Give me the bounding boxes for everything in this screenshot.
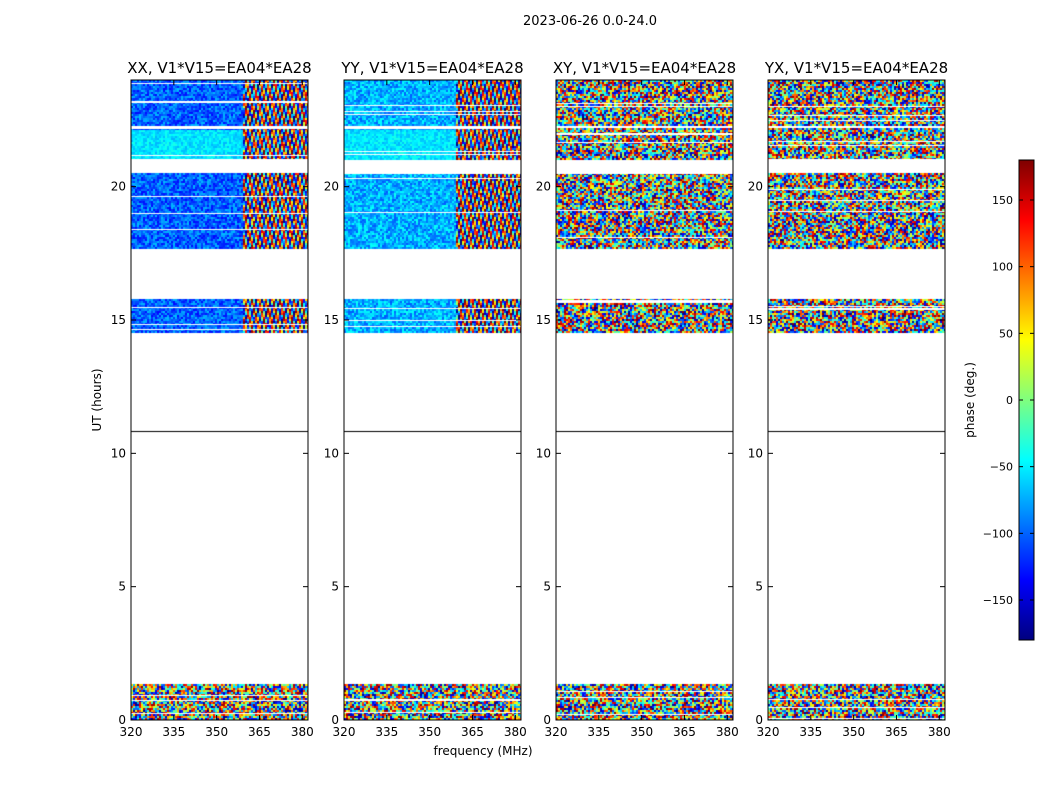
panel-xx: XX, V1*V15=EA04*EA28 320 335 350 365 380 0 5 10 1…: [111, 59, 314, 739]
x-tick-label: 320: [757, 725, 780, 739]
y-tick-label: 0: [543, 713, 551, 727]
y-tick-label: 20: [111, 180, 126, 194]
heatmap-image: [556, 80, 733, 720]
heatmap-image: [344, 80, 521, 720]
panel-title: XY, V1*V15=EA04*EA28: [553, 59, 736, 77]
colorbar-tick-label: −150: [983, 594, 1013, 607]
y-tick-label: 0: [755, 713, 763, 727]
x-tick-label: 320: [120, 725, 143, 739]
x-tick-label: 365: [885, 725, 908, 739]
x-tick-label: 335: [375, 725, 398, 739]
y-tick-label: 10: [748, 446, 763, 460]
panel-title: YX, V1*V15=EA04*EA28: [764, 59, 948, 77]
axes-frame: [555, 79, 734, 721]
panel-xy: XY, V1*V15=EA04*EA28 320 335 350 365 380 0 5 10 1…: [536, 59, 739, 739]
x-tick-label: 350: [418, 725, 441, 739]
y-tick-label: 20: [536, 180, 551, 194]
heatmap-image: [768, 80, 945, 720]
y-tick-label: 5: [755, 580, 763, 594]
panel-yx: YX, V1*V15=EA04*EA28 320 335 350 365 380 0 5 10 1…: [748, 59, 951, 739]
x-tick-label: 380: [504, 725, 527, 739]
colorbar-label: phase (deg.): [963, 362, 977, 438]
x-tick-label: 365: [248, 725, 271, 739]
y-tick-label: 5: [543, 580, 551, 594]
axes-frame: [130, 79, 309, 721]
x-tick-label: 350: [205, 725, 228, 739]
x-tick-label: 320: [333, 725, 356, 739]
y-tick-label: 10: [324, 446, 339, 460]
x-tick-label: 380: [716, 725, 739, 739]
y-tick-label: 15: [111, 313, 126, 327]
y-axis-label: UT (hours): [90, 368, 104, 431]
panel-title: YY, V1*V15=EA04*EA28: [340, 59, 523, 77]
y-tick-label: 20: [324, 180, 339, 194]
x-tick-label: 335: [162, 725, 185, 739]
x-tick-label: 335: [799, 725, 822, 739]
colorbar-tick-label: 100: [992, 261, 1013, 274]
x-tick-label: 380: [291, 725, 314, 739]
y-tick-label: 0: [331, 713, 339, 727]
colorbar-tick-label: 150: [992, 194, 1013, 207]
y-tick-label: 15: [536, 313, 551, 327]
figure-title: 2023-06-26 0.0-24.0: [523, 14, 657, 29]
x-tick-label: 380: [928, 725, 951, 739]
y-tick-label: 0: [118, 713, 126, 727]
colorbar-tick-label: 0: [1006, 394, 1013, 407]
panel-yy: YY, V1*V15=EA04*EA28 320 335 350 365 380 0 5 10 1…: [324, 59, 527, 739]
panel-title: XX, V1*V15=EA04*EA28: [127, 59, 311, 77]
y-tick-label: 10: [536, 446, 551, 460]
x-tick-label: 320: [545, 725, 568, 739]
heatmap-image: [131, 80, 308, 720]
y-tick-label: 10: [111, 446, 126, 460]
x-tick-label: 365: [461, 725, 484, 739]
x-tick-label: 350: [630, 725, 653, 739]
x-axis-label: frequency (MHz): [433, 744, 532, 758]
colorbar-tick-label: −100: [983, 527, 1013, 540]
colorbar-tick-label: −50: [990, 461, 1013, 474]
y-tick-label: 15: [324, 313, 339, 327]
colorbar: 150 100 50 0 −50 −100 −150 phase (deg.): [963, 159, 1035, 641]
y-tick-label: 15: [748, 313, 763, 327]
x-tick-label: 335: [587, 725, 610, 739]
y-tick-label: 20: [748, 180, 763, 194]
axes-frame: [343, 79, 522, 721]
y-tick-label: 5: [331, 580, 339, 594]
x-tick-label: 365: [673, 725, 696, 739]
y-tick-label: 5: [118, 580, 126, 594]
axes-frame: [767, 79, 946, 721]
colorbar-tick-label: 50: [999, 327, 1013, 340]
x-tick-label: 350: [842, 725, 865, 739]
